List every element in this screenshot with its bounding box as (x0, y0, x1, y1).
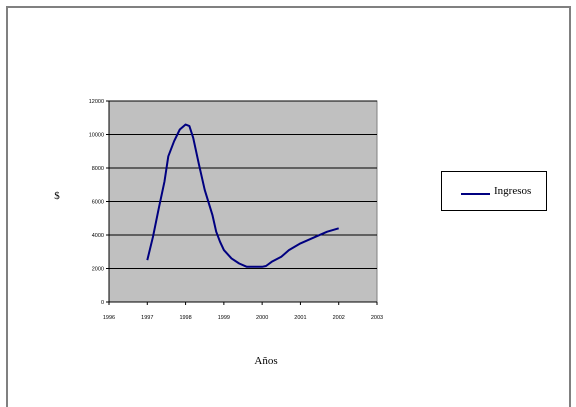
legend-label-ingresos: Ingresos (494, 185, 532, 197)
x-tick-label: 2001 (294, 315, 306, 321)
x-tick-label: 2002 (333, 315, 345, 321)
y-tick-label: 4000 (92, 233, 104, 239)
x-tick-label: 1998 (179, 315, 191, 321)
x-tick-label: 2003 (371, 315, 383, 321)
y-tick-label: 8000 (92, 166, 104, 172)
gridlines (109, 100, 377, 269)
x-tick-label: 2000 (256, 315, 268, 321)
x-tick-label: 1999 (218, 315, 230, 321)
y-axis-ticks: 0 2000 4000 6000 8000 10000 12000 (89, 99, 109, 306)
x-tick-label: 1997 (141, 315, 153, 321)
y-tick-label: 6000 (92, 200, 104, 206)
y-tick-label: 10000 (89, 133, 104, 139)
x-axis-ticks: 1996 1997 1998 1999 2000 2001 2002 2003 (103, 302, 383, 321)
legend: Ingresos (441, 171, 547, 211)
x-tick-label: 1996 (103, 315, 115, 321)
legend-swatch-ingresos (461, 193, 490, 195)
y-axis-title: $ (54, 190, 60, 202)
x-axis-title: Años (254, 355, 277, 367)
y-tick-label: 0 (101, 300, 104, 306)
y-tick-label: 12000 (89, 99, 104, 105)
series-line-ingresos (146, 123, 339, 268)
y-tick-label: 2000 (92, 267, 104, 273)
